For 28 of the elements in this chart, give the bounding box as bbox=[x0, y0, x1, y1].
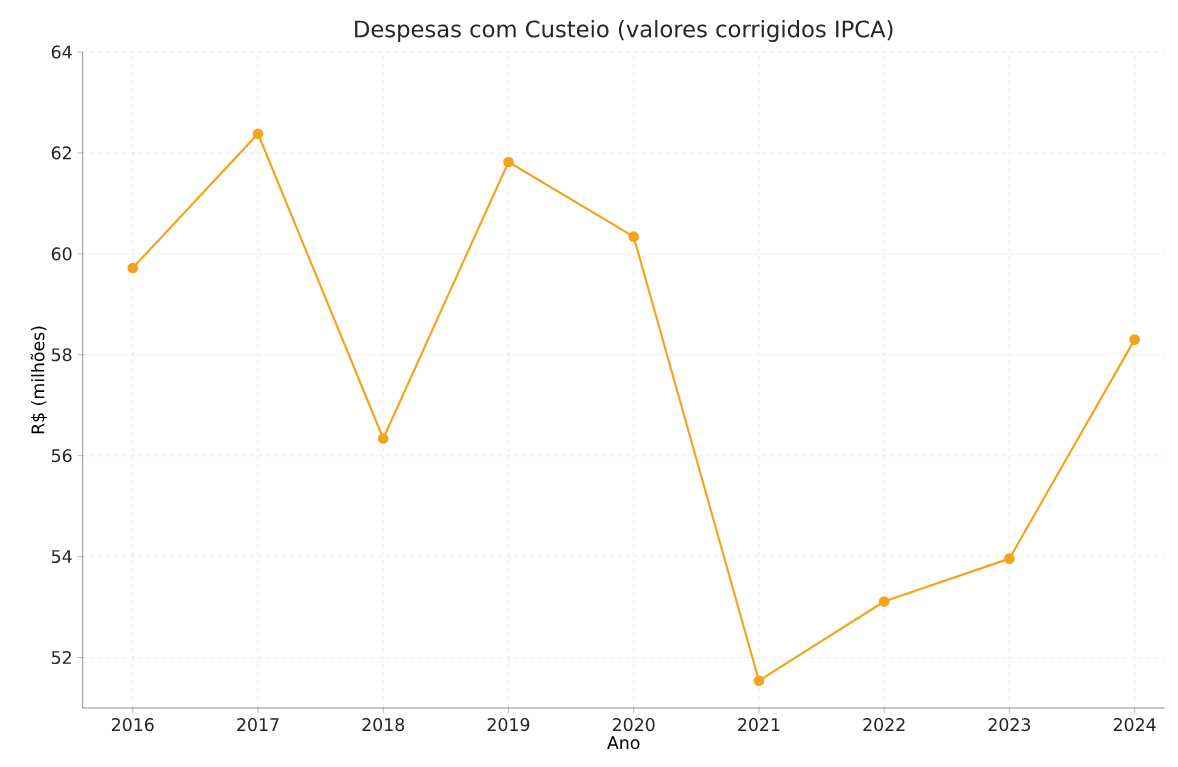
x-tick-label: 2024 bbox=[1113, 718, 1156, 732]
chart-title: Despesas com Custeio (valores corrigidos IPCA) bbox=[355, 20, 893, 42]
x-tick-label: 2023 bbox=[988, 718, 1031, 732]
x-axis-title: Ano bbox=[607, 736, 640, 750]
x-tick-label: 2017 bbox=[237, 718, 279, 732]
point bbox=[377, 433, 389, 444]
y-axis-title: R$ (milhões) bbox=[30, 326, 47, 434]
point bbox=[252, 128, 264, 140]
x-tick-label: 2021 bbox=[738, 718, 780, 732]
point bbox=[878, 596, 890, 607]
y-tick-label: 58 bbox=[51, 348, 72, 362]
point bbox=[753, 675, 765, 687]
point bbox=[628, 231, 640, 243]
x-tick-label: 2019 bbox=[487, 718, 530, 732]
y-tick-label: 64 bbox=[51, 45, 72, 59]
x-tick-label: 2018 bbox=[362, 718, 405, 732]
point bbox=[1129, 334, 1140, 345]
x-tick-label: 2022 bbox=[863, 718, 905, 732]
x-tick-label: 2016 bbox=[111, 718, 154, 732]
y-tick-label: 54 bbox=[51, 550, 72, 564]
y-tick-label: 56 bbox=[51, 449, 72, 463]
x-tick-label: 2020 bbox=[612, 718, 655, 732]
y-tick-label: 62 bbox=[51, 146, 71, 160]
y-tick-label: 60 bbox=[51, 247, 72, 261]
point bbox=[503, 156, 514, 168]
point bbox=[127, 262, 139, 274]
point bbox=[1004, 553, 1015, 564]
y-tick-label: 52 bbox=[51, 650, 71, 665]
